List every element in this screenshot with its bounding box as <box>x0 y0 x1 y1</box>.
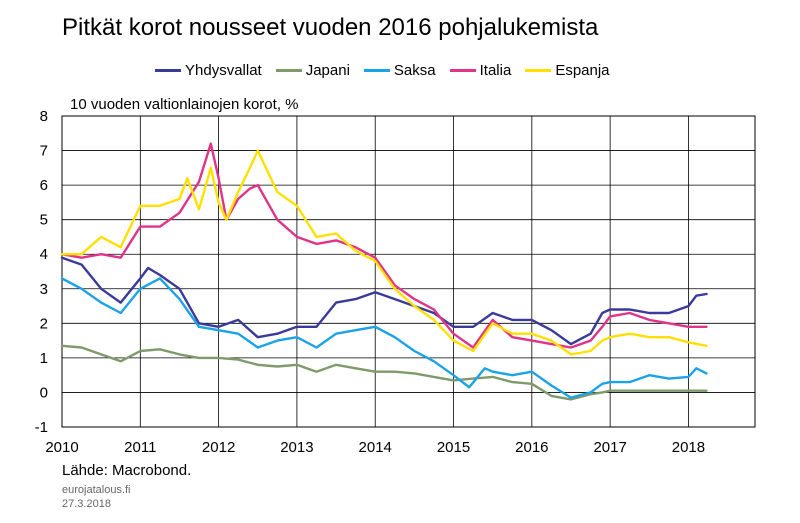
legend-label-yhdysvallat: Yhdysvallat <box>185 62 262 79</box>
y-tick-label: -1 <box>35 419 48 436</box>
legend-item-japani: Japani <box>275 62 350 79</box>
legend-swatch-yhdysvallat <box>155 69 181 72</box>
plot-border <box>61 115 756 428</box>
y-tick-label: 2 <box>40 315 48 332</box>
x-tick-label: 2013 <box>280 439 313 456</box>
y-tick-label: 3 <box>40 281 48 298</box>
x-tick-label: 2018 <box>672 439 705 456</box>
legend-label-japani: Japani <box>305 62 350 79</box>
legend-item-yhdysvallat: Yhdysvallat <box>155 62 262 79</box>
series-line-japani <box>60 344 708 401</box>
y-tick-label: 0 <box>40 384 48 401</box>
y-tick-label: 6 <box>40 177 48 194</box>
footer-date: 27.3.2018 <box>62 498 111 510</box>
legend-item-italia: Italia <box>449 62 512 79</box>
legend-swatch-espanja <box>525 69 552 72</box>
x-tick-label: 2010 <box>45 439 78 456</box>
legend-label-saksa: Saksa <box>393 62 436 79</box>
chart-title: Pitkät korot nousseet vuoden 2016 pohjal… <box>62 14 599 41</box>
series-line-italia <box>60 142 708 349</box>
x-tick-label: 2014 <box>359 439 392 456</box>
y-tick-label: 7 <box>40 143 48 160</box>
x-tick-label: 2016 <box>515 439 548 456</box>
series-line-saksa <box>60 277 708 399</box>
legend-label-espanja: Espanja <box>555 62 610 79</box>
legend-item-espanja: Espanja <box>525 62 610 79</box>
y-tick-label: 1 <box>40 350 48 367</box>
legend-label-italia: Italia <box>479 62 512 79</box>
y-tick-label: 5 <box>40 212 48 229</box>
y-axis-label: 10 vuoden valtionlainojen korot, % <box>70 96 299 113</box>
x-tick-label: 2015 <box>437 439 470 456</box>
x-tick-label: 2011 <box>124 439 156 456</box>
legend-item-saksa: Saksa <box>363 62 436 79</box>
series-line-yhdysvallat <box>60 256 708 346</box>
footer-site: eurojatalous.fi <box>62 484 131 496</box>
x-tick-label: 2012 <box>202 439 235 456</box>
source-note: Lähde: Macrobond. <box>62 462 192 479</box>
y-tick-label: 8 <box>40 108 48 125</box>
legend-swatch-italia <box>449 69 476 72</box>
legend: Yhdysvallat Japani Saksa Italia Espanja <box>155 62 610 79</box>
y-tick-label: 4 <box>40 246 48 263</box>
legend-swatch-japani <box>275 69 302 72</box>
legend-swatch-saksa <box>363 69 390 72</box>
x-tick-label: 2017 <box>593 439 626 456</box>
series-line-espanja <box>60 149 708 356</box>
